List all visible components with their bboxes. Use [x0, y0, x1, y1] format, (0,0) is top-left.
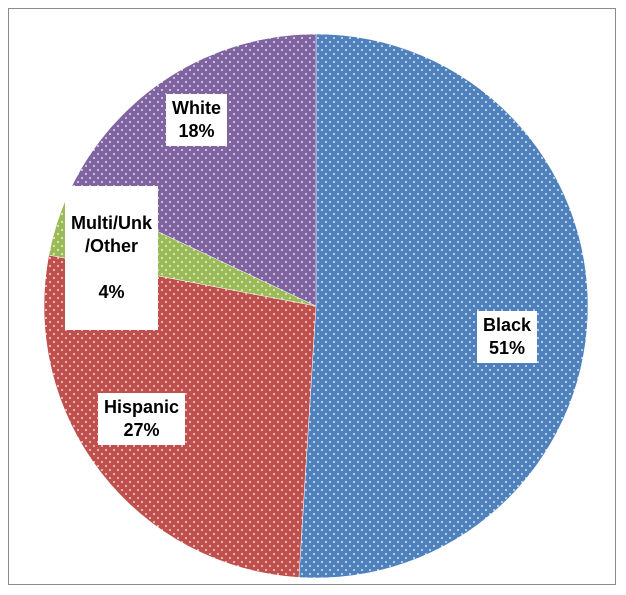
slice-label-black-name: Black — [483, 315, 532, 335]
slice-label-white: White 18% — [166, 94, 227, 146]
slice-label-multi-unk-other-name: Multi/Unk /Other — [71, 213, 152, 256]
slice-label-black-value: 51% — [489, 338, 526, 358]
pie-slice-white — [69, 33, 317, 307]
pie-slice-black — [298, 33, 589, 579]
slice-label-white-name: White — [172, 98, 221, 118]
slice-label-hispanic: Hispanic 27% — [98, 393, 186, 445]
slice-label-multi-unk-other-value: 4% — [98, 282, 125, 302]
slice-label-white-value: 18% — [178, 121, 215, 141]
slice-label-hispanic-name: Hispanic — [104, 397, 180, 417]
slice-label-multi-unk-other: Multi/Unk /Other 4% — [65, 186, 158, 330]
slice-label-black: Black 51% — [477, 311, 538, 363]
slice-label-hispanic-value: 27% — [123, 420, 160, 440]
